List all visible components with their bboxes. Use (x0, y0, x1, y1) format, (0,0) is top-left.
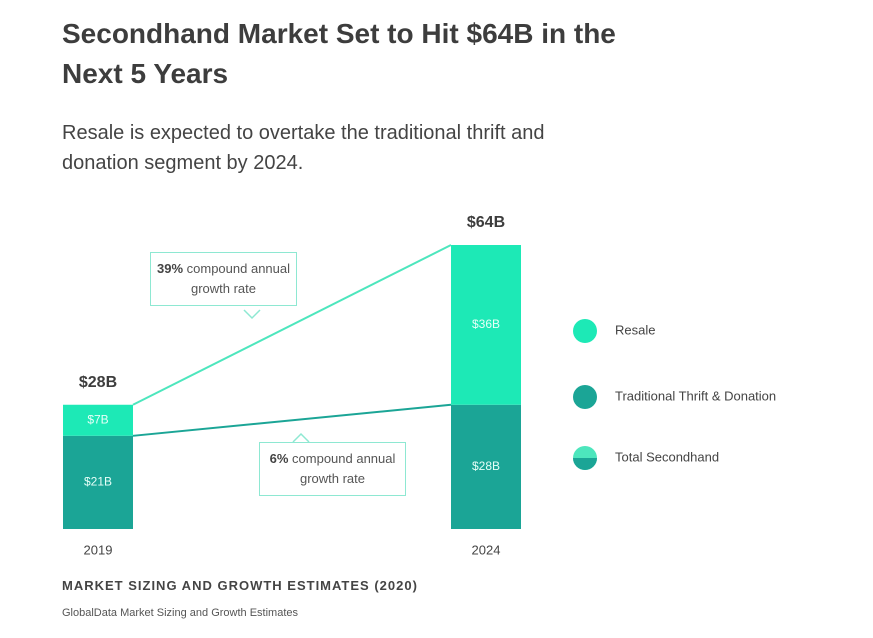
annotation-pointer (243, 309, 261, 320)
total-line (132, 244, 452, 406)
annotation: 6% compound annual growth rate (259, 442, 406, 496)
annotation-pointer (292, 432, 310, 443)
value-label: $7B (87, 412, 108, 426)
bar-segment (63, 404, 133, 436)
legend-swatch (573, 458, 597, 470)
annotation-highlight: 39% (156, 261, 184, 276)
bar-segment (63, 435, 133, 529)
chart-subtitle: Resale is expected to overtake the tradi… (62, 122, 545, 174)
annotation-text: compound annual growth rate (186, 261, 290, 296)
x-tick-label: 2024 (472, 542, 501, 557)
legend-swatch (573, 319, 597, 343)
source: GlobalData Market Sizing and Growth Esti… (62, 607, 298, 619)
value-label: $28B (472, 459, 500, 473)
legend-swatch (573, 385, 597, 409)
annotation-highlight: 6% (269, 451, 289, 466)
total-label: $28B (79, 374, 117, 391)
legend-label: Resale (615, 322, 655, 337)
legend-label: Total Secondhand (615, 449, 719, 464)
x-tick-label: 2019 (84, 542, 113, 557)
bar-segment (451, 404, 521, 529)
bar-segment (451, 245, 521, 405)
total-label: $64B (467, 214, 505, 231)
segment-line (132, 403, 452, 437)
annotation: 39% compound annual growth rate (150, 252, 297, 306)
footer: MARKET SIZING AND GROWTH ESTIMATES (2020… (62, 578, 418, 593)
value-label: $21B (84, 475, 112, 489)
value-label: $36B (472, 317, 500, 331)
chart: $21B $7B 2019 $28B $36B 2024 $28B $64B Resale Tra… (63, 214, 776, 557)
annotation-text: compound annual growth rate (292, 451, 396, 486)
chart-title: Secondhand Market Set to Hit $64B in the… (62, 18, 616, 89)
legend-label: Traditional Thrift & Donation (615, 388, 776, 403)
